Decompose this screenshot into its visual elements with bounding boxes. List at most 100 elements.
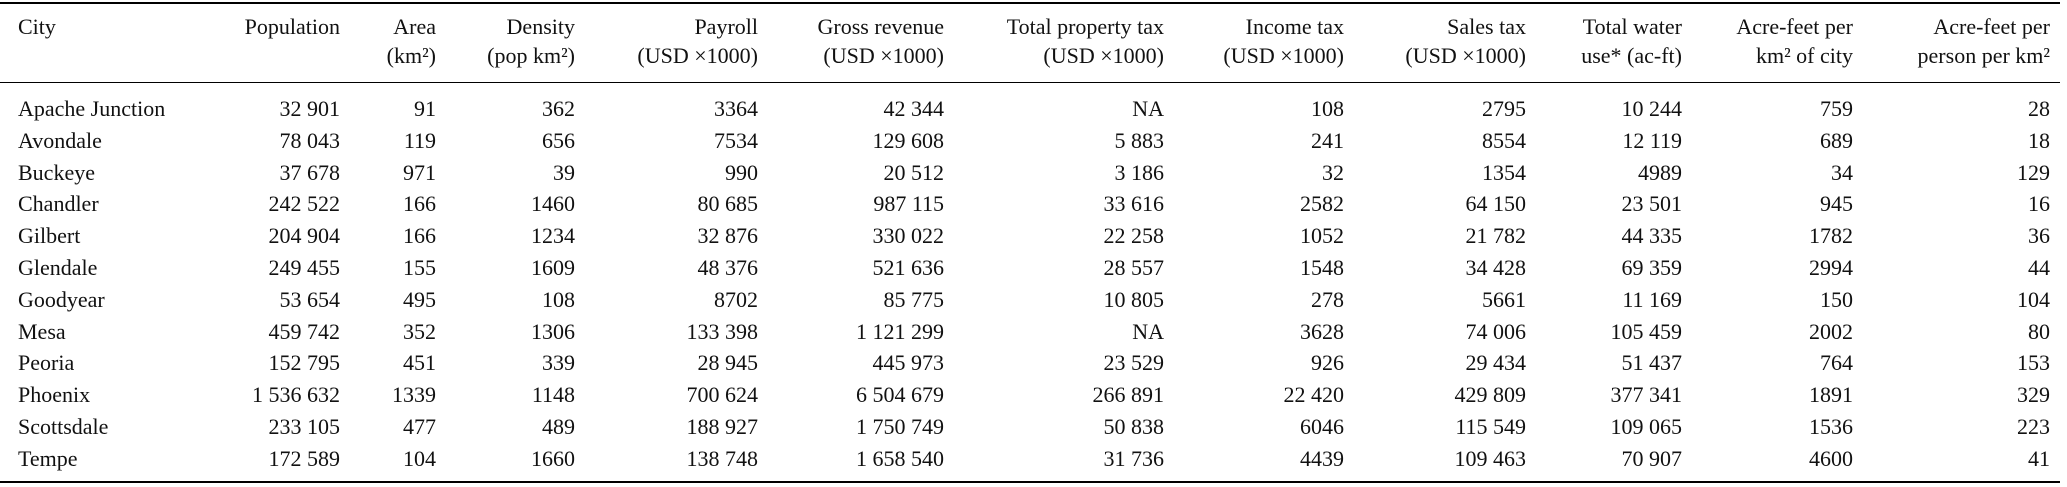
value-cell: NA	[1132, 318, 1164, 344]
city-cell: Buckeye	[18, 159, 95, 185]
value-cell: 105 459	[1610, 318, 1683, 344]
value-cell: 51 437	[1621, 350, 1683, 376]
value-cell: 53 654	[279, 286, 341, 312]
value-cell: 115 549	[1455, 413, 1526, 439]
value-cell: 451	[403, 350, 436, 376]
value-cell: 64 150	[1465, 191, 1527, 217]
value-cell: 129	[2017, 159, 2050, 185]
value-cell: 6046	[1300, 413, 1344, 439]
value-cell: 759	[1820, 96, 1853, 121]
value-cell: 1609	[531, 254, 575, 280]
value-cell: 37 678	[279, 159, 341, 185]
header-line: (USD ×1000)	[823, 43, 944, 68]
value-cell: 7534	[714, 127, 758, 153]
table-header: City Population Area (km²) Density (pop km²) P…	[0, 3, 2060, 83]
value-cell: 108	[542, 286, 575, 312]
value-cell: 32 876	[697, 223, 759, 249]
value-cell: 104	[2017, 286, 2050, 312]
value-cell: 3628	[1300, 318, 1344, 344]
value-cell: 1234	[531, 223, 575, 249]
value-cell: 1782	[1809, 223, 1853, 249]
value-cell: 656	[542, 127, 575, 153]
value-cell: 329	[2017, 382, 2050, 408]
value-cell: 1536	[1809, 413, 1853, 439]
table-row: Buckeye 37 678 971 39 990 20 512 3 186 32 1354 49…	[0, 157, 2060, 189]
header-cell: Acre-feet per km² of city	[1692, 3, 1863, 83]
header-cell: Income tax (USD ×1000)	[1174, 3, 1354, 83]
value-cell: 3 186	[1114, 159, 1165, 185]
value-cell: 152 795	[268, 350, 341, 376]
table-row: Goodyear 53 654 495 108 8702 85 775 10 805 278 5…	[0, 284, 2060, 316]
value-cell: 489	[542, 413, 575, 439]
value-cell: 11 169	[1622, 286, 1682, 312]
header-cell: Payroll (USD ×1000)	[585, 3, 768, 83]
value-cell: 133 398	[686, 318, 759, 344]
table-row: Glendale 249 455 155 1609 48 376 521 636 28 55…	[0, 252, 2060, 284]
value-cell: 150	[1820, 286, 1853, 312]
value-cell: 18	[2028, 127, 2050, 153]
value-cell: 339	[542, 350, 575, 376]
value-cell: 5661	[1482, 286, 1526, 312]
value-cell: 249 455	[268, 254, 341, 280]
value-cell: 990	[725, 159, 758, 185]
value-cell: 188 927	[686, 413, 759, 439]
header-cell: Density (pop km²)	[446, 3, 585, 83]
header-line: use* (ac-ft)	[1581, 43, 1682, 68]
value-cell: 129 608	[872, 127, 945, 153]
header-line: (USD ×1000)	[637, 43, 758, 68]
value-cell: 109 463	[1454, 445, 1527, 471]
value-cell: 8702	[714, 286, 758, 312]
value-cell: 1891	[1809, 382, 1853, 408]
value-cell: 1339	[392, 382, 436, 408]
value-cell: 1354	[1482, 159, 1526, 185]
value-cell: 4989	[1638, 159, 1682, 185]
city-cell: Mesa	[18, 318, 66, 344]
value-cell: 138 748	[686, 445, 759, 471]
city-cell: Goodyear	[18, 286, 105, 312]
value-cell: 22 420	[1283, 382, 1345, 408]
value-cell: NA	[1132, 96, 1164, 121]
value-cell: 495	[403, 286, 436, 312]
table-row: Avondale 78 043 119 656 7534 129 608 5 883 241 8…	[0, 125, 2060, 157]
value-cell: 44	[2028, 254, 2050, 280]
value-cell: 10 244	[1621, 96, 1683, 121]
value-cell: 4439	[1300, 445, 1344, 471]
value-cell: 85 775	[883, 286, 945, 312]
value-cell: 31 736	[1103, 445, 1165, 471]
table-row: Gilbert 204 904 166 1234 32 876 330 022 22 258…	[0, 220, 2060, 252]
value-cell: 28 557	[1103, 254, 1165, 280]
value-cell: 41	[2028, 445, 2050, 471]
value-cell: 16	[2028, 191, 2050, 217]
value-cell: 987 115	[873, 191, 944, 217]
header-line: Payroll	[694, 14, 758, 39]
header-line: Acre-feet per	[1736, 14, 1853, 39]
value-cell: 44 335	[1621, 223, 1683, 249]
value-cell: 266 891	[1092, 382, 1165, 408]
value-cell: 459 742	[268, 318, 341, 344]
value-cell: 926	[1311, 350, 1344, 376]
table-row: Tempe 172 589 104 1660 138 748 1 658 540 31 73…	[0, 443, 2060, 482]
value-cell: 8554	[1482, 127, 1526, 153]
value-cell: 2795	[1482, 96, 1526, 121]
city-cell: Peoria	[18, 350, 75, 376]
value-cell: 1 750 749	[856, 413, 944, 439]
header-line: (pop km²)	[487, 43, 575, 68]
table-body: Apache Junction 32 901 91 362 3364 42 344 NA 10…	[0, 83, 2060, 482]
city-cell: Apache Junction	[18, 96, 166, 121]
header-cell: Population	[200, 3, 350, 83]
header-line: Sales tax	[1447, 14, 1526, 39]
value-cell: 74 006	[1465, 318, 1527, 344]
value-cell: 278	[1311, 286, 1344, 312]
value-cell: 5 883	[1114, 127, 1165, 153]
value-cell: 104	[403, 445, 436, 471]
value-cell: 10 805	[1103, 286, 1165, 312]
value-cell: 32 901	[279, 96, 341, 121]
value-cell: 48 376	[697, 254, 759, 280]
value-cell: 223	[2017, 413, 2050, 439]
value-cell: 21 782	[1465, 223, 1527, 249]
value-cell: 12 119	[1622, 127, 1682, 153]
value-cell: 362	[542, 96, 575, 121]
value-cell: 50 838	[1103, 413, 1165, 439]
value-cell: 28 945	[697, 350, 759, 376]
